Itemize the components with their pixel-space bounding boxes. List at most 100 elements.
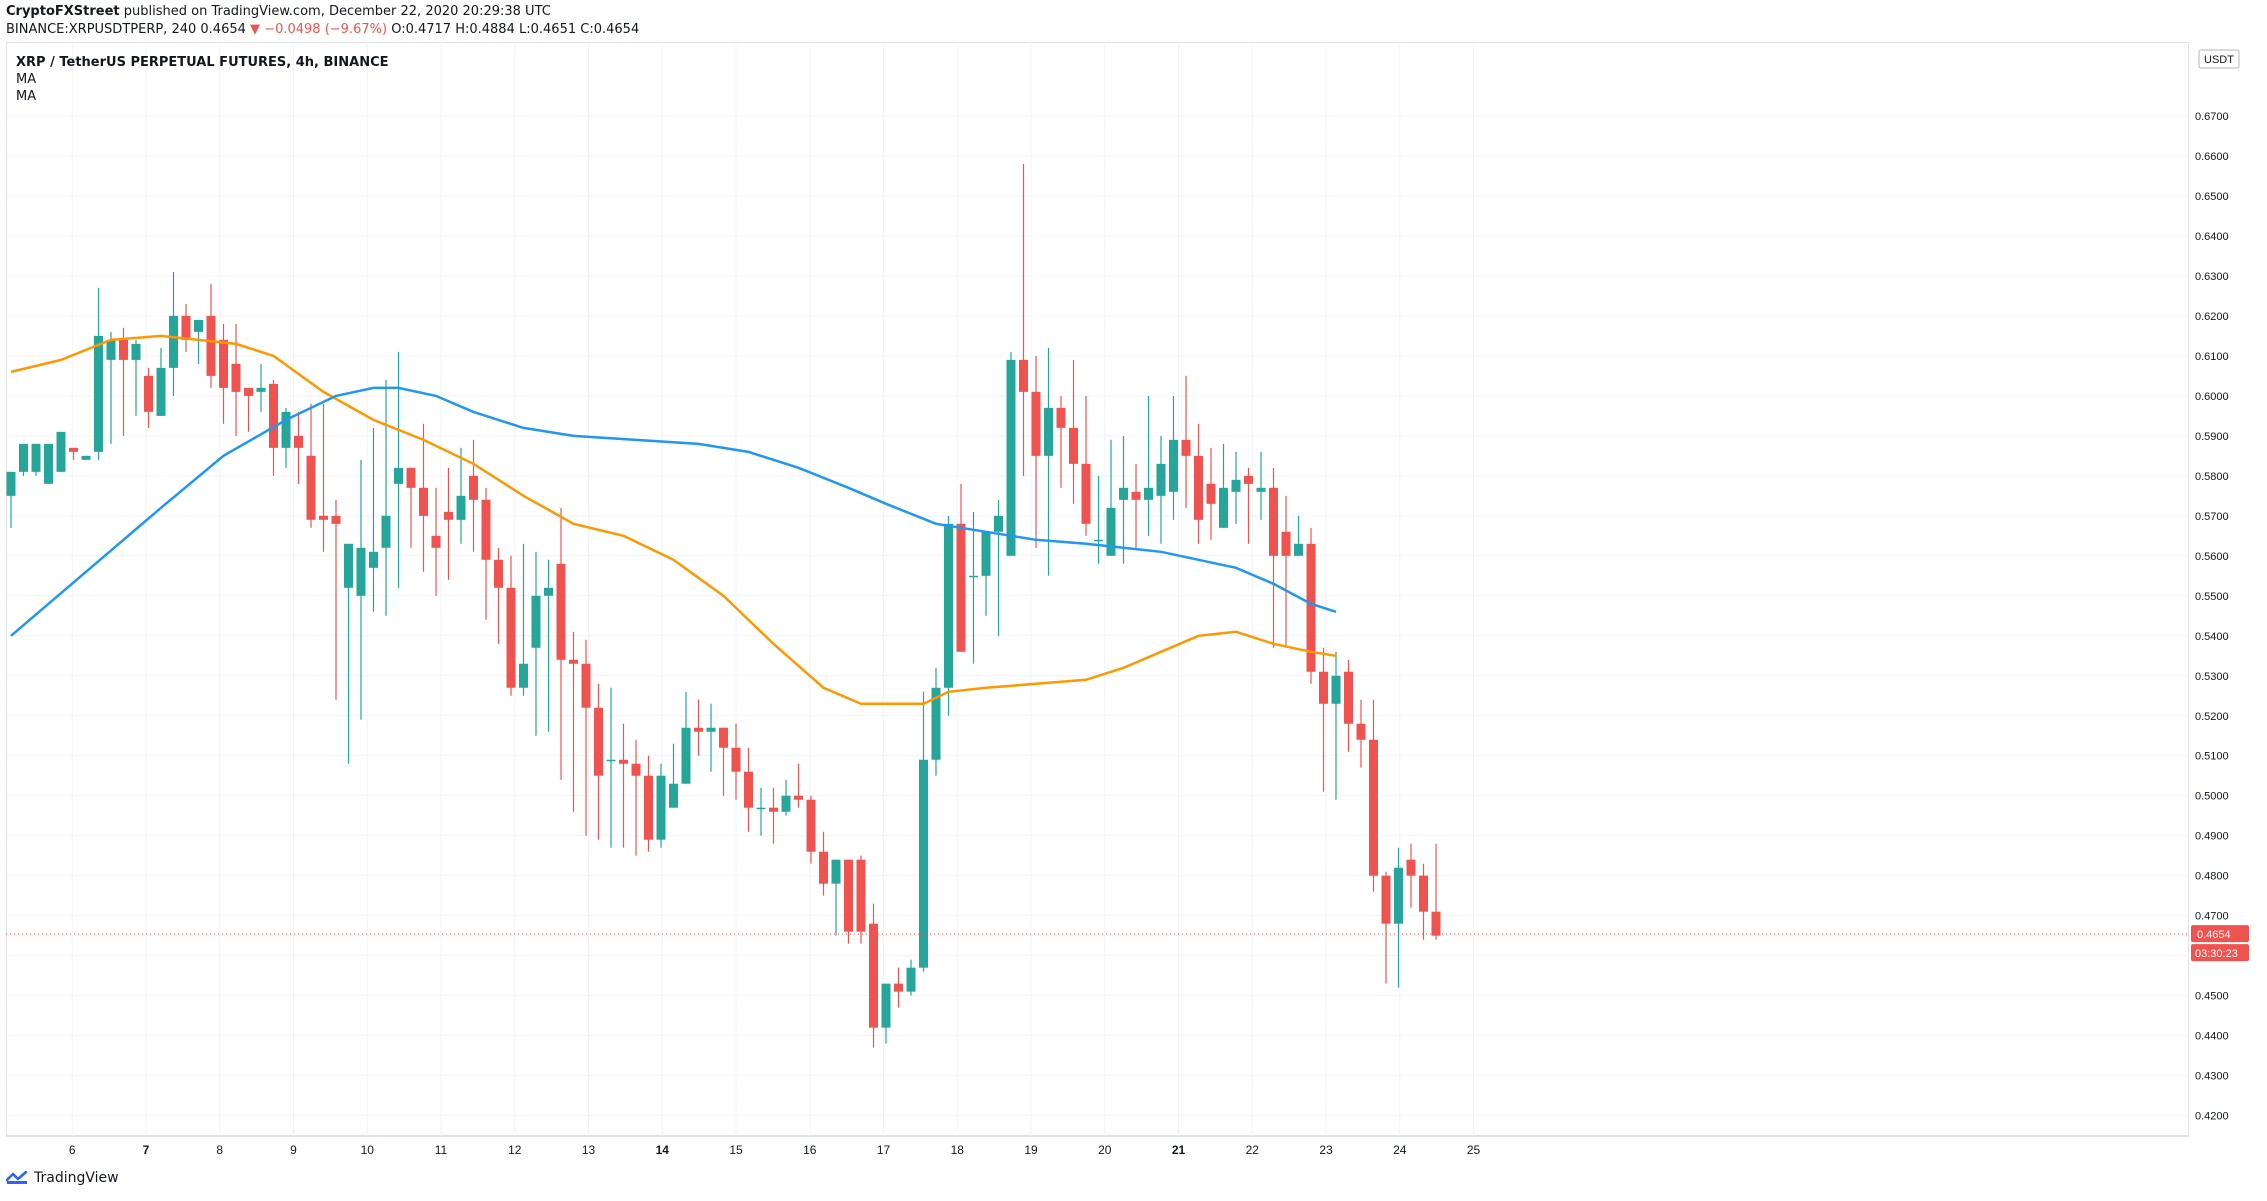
low-value: L:0.4651 bbox=[519, 22, 577, 37]
time-tick-label: 24 bbox=[1393, 1143, 1407, 1157]
candle-body-down bbox=[1319, 671, 1328, 704]
time-tick-label: 17 bbox=[877, 1143, 891, 1157]
candle-body-down bbox=[1019, 359, 1028, 392]
legend-ma-1[interactable]: MA bbox=[16, 72, 37, 87]
tradingview-logo-icon[interactable] bbox=[6, 1171, 28, 1185]
candle-body-down bbox=[731, 747, 741, 772]
candle-body-up bbox=[906, 967, 916, 992]
candle-body-up bbox=[1219, 487, 1228, 528]
candle-body-down bbox=[331, 515, 341, 524]
candle-body-down bbox=[1056, 407, 1066, 428]
price-tick-label: 0.6600 bbox=[2195, 151, 2229, 163]
time-tick-label: 12 bbox=[508, 1143, 522, 1157]
candle-body-down bbox=[719, 727, 728, 748]
price-tick-label: 0.4700 bbox=[2195, 911, 2229, 923]
candle-body-up bbox=[394, 467, 403, 484]
candle-body-down bbox=[431, 535, 441, 548]
candle-body-up bbox=[931, 687, 941, 760]
price-tick-label: 0.5500 bbox=[2195, 591, 2229, 603]
price-tick-label: 0.6400 bbox=[2195, 231, 2229, 243]
candle-body-down bbox=[631, 763, 641, 776]
price-tick-label: 0.5900 bbox=[2195, 431, 2229, 443]
candle-body-up bbox=[706, 727, 716, 732]
price-tick-label: 0.6200 bbox=[2195, 311, 2229, 323]
candle-body-up bbox=[6, 471, 16, 496]
candle-body-down bbox=[69, 447, 78, 452]
candle-body-down bbox=[819, 851, 828, 884]
candle-body-up bbox=[1156, 463, 1166, 496]
candle-body-down bbox=[1281, 531, 1291, 556]
countdown-tag bbox=[2191, 944, 2249, 962]
publish-header: CryptoFXStreet published on TradingView.… bbox=[0, 0, 2267, 42]
candle-body-down bbox=[769, 807, 778, 812]
price-tick-label: 0.5400 bbox=[2195, 631, 2229, 643]
candle-body-down bbox=[1431, 911, 1441, 936]
candle-body-up bbox=[656, 775, 666, 840]
chart-frame[interactable] bbox=[6, 42, 2189, 1136]
price-tick-label: 0.5100 bbox=[2195, 751, 2229, 763]
close-value: C:0.4654 bbox=[580, 22, 640, 37]
candle-body-up bbox=[531, 595, 541, 648]
time-tick-label: 20 bbox=[1098, 1143, 1112, 1157]
last-price: 0.4654 bbox=[200, 22, 246, 37]
candle-body-up bbox=[994, 515, 1003, 532]
candle-body-up bbox=[781, 795, 791, 812]
footer-brand[interactable]: TradingView bbox=[34, 1170, 119, 1186]
candle-body-up bbox=[919, 759, 928, 968]
candle-body-down bbox=[594, 707, 603, 776]
candle-body-up bbox=[1044, 407, 1053, 456]
ohlc-line: BINANCE:XRPUSDTPERP, 240 0.4654 ▼ −0.049… bbox=[6, 22, 639, 37]
open-value: O:0.4717 bbox=[391, 22, 452, 37]
candle-body-down bbox=[306, 455, 316, 520]
candle-body-down bbox=[1306, 543, 1316, 672]
candle-body-up bbox=[344, 543, 353, 588]
candle-body-up bbox=[369, 551, 378, 568]
legend-title[interactable]: XRP / TetherUS PERPETUAL FUTURES, 4h, BI… bbox=[16, 55, 389, 70]
price-tick-label: 0.4400 bbox=[2195, 1031, 2229, 1043]
time-tick-label: 19 bbox=[1024, 1143, 1038, 1157]
candle-body-down bbox=[494, 559, 503, 588]
candle-body-up bbox=[381, 515, 391, 548]
candle-body-up bbox=[881, 983, 891, 1028]
moving-average-layer bbox=[10, 334, 1337, 706]
publisher-name[interactable]: CryptoFXStreet bbox=[6, 4, 120, 19]
time-tick-label: 22 bbox=[1246, 1143, 1260, 1157]
candle-body-up bbox=[356, 547, 366, 596]
time-tick-label: 8 bbox=[216, 1143, 223, 1157]
candle-body-up bbox=[1106, 507, 1116, 556]
candle-body-down bbox=[644, 775, 653, 840]
candle-body-down bbox=[806, 799, 816, 852]
last-price-label: 0.4654 bbox=[2197, 929, 2231, 941]
candle-body-down bbox=[244, 387, 253, 396]
time-tick-label: 11 bbox=[435, 1143, 448, 1157]
candle-body-up bbox=[31, 443, 41, 472]
candle-body-down bbox=[894, 983, 903, 992]
time-tick-label: 16 bbox=[803, 1143, 817, 1157]
time-tick-label: 21 bbox=[1172, 1143, 1186, 1157]
candle-body-up bbox=[606, 759, 616, 762]
legend-ma-2[interactable]: MA bbox=[16, 89, 37, 104]
candle-body-down bbox=[844, 859, 853, 932]
price-tick-label: 0.5700 bbox=[2195, 511, 2229, 523]
candle-body-down bbox=[1194, 455, 1203, 520]
price-tick-label: 0.5000 bbox=[2195, 791, 2229, 803]
candle-body-up bbox=[194, 319, 203, 332]
last-price-tag bbox=[2191, 925, 2249, 943]
candle-body-down bbox=[794, 795, 803, 800]
candle-body-up bbox=[519, 663, 528, 688]
price-tick-label: 0.4800 bbox=[2195, 871, 2229, 883]
candle-body-up bbox=[1006, 359, 1016, 556]
time-tick-label: 23 bbox=[1319, 1143, 1333, 1157]
footer: TradingView bbox=[6, 1170, 119, 1186]
candle-body-down bbox=[181, 315, 191, 340]
price-tick-label: 0.5200 bbox=[2195, 711, 2229, 723]
price-tick-label: 0.4300 bbox=[2195, 1071, 2229, 1083]
candle-body-up bbox=[944, 523, 953, 688]
price-tick-label: 0.6300 bbox=[2195, 271, 2229, 283]
grid-layer bbox=[6, 42, 2189, 1136]
price-tick-label: 0.5800 bbox=[2195, 471, 2229, 483]
candle-body-up bbox=[1331, 675, 1341, 704]
candle-body-up bbox=[19, 443, 28, 472]
candle-body-down bbox=[119, 339, 128, 360]
